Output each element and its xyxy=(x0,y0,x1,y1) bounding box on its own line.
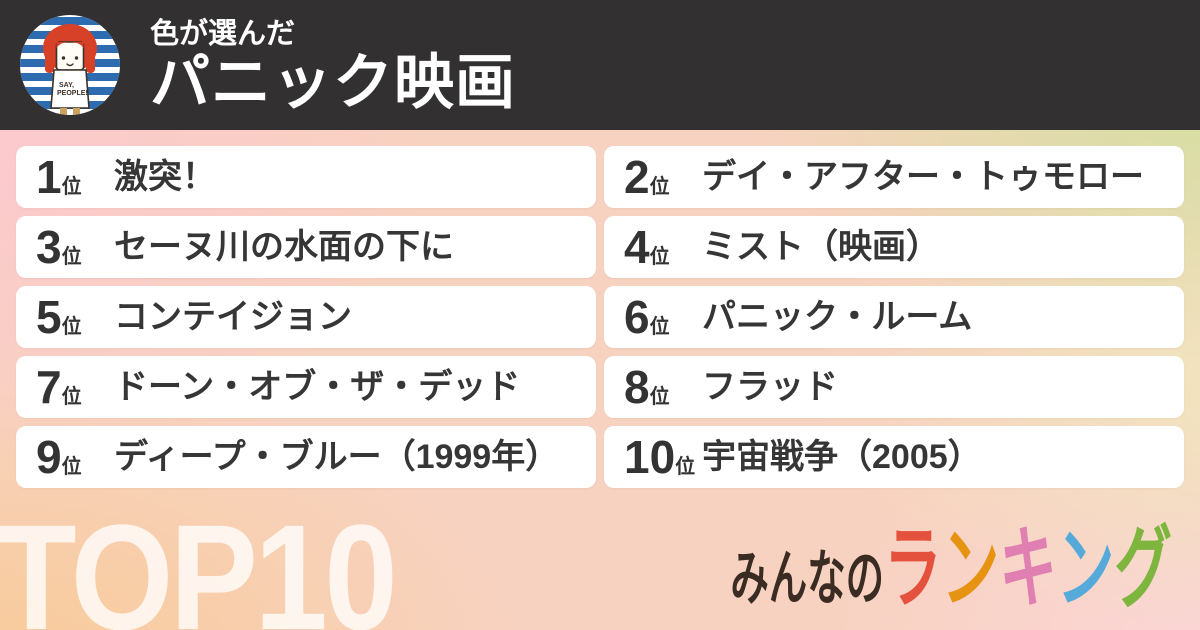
site-logo: みんなの ランキング xyxy=(730,524,1172,614)
header-bar: SAY, PEOPLE! 色が選んだ パニック映画 xyxy=(0,0,1200,130)
rank-number: 7位 xyxy=(36,361,82,413)
rank-suffix: 位 xyxy=(61,456,82,478)
ranking-item: 4位 ミスト（映画） xyxy=(604,216,1184,278)
ranking-theme-title: パニック映画 xyxy=(150,49,516,117)
movie-title: ディープ・ブルー（1999年） xyxy=(114,438,560,476)
ranking-item: 5位 コンテイジョン xyxy=(16,286,596,348)
rank-suffix: 位 xyxy=(649,176,670,198)
cartoon-character: SAY, PEOPLE! xyxy=(43,24,97,115)
logo-char: ラ xyxy=(884,519,942,619)
rank-number: 8位 xyxy=(624,361,670,413)
top10-watermark: TOP10 xyxy=(0,493,398,630)
avatar-shirt-text-line2: PEOPLE! xyxy=(57,90,88,97)
rank-suffix: 位 xyxy=(675,456,696,478)
ranking-item: 8位 フラッド xyxy=(604,356,1184,418)
movie-title: フラッド xyxy=(702,368,838,406)
logo-char: ン xyxy=(941,519,1000,619)
ranking-item: 7位 ドーン・オブ・ザ・デッド xyxy=(16,356,596,418)
rank-suffix: 位 xyxy=(61,176,82,198)
rank-suffix: 位 xyxy=(61,316,82,338)
rank-suffix: 位 xyxy=(649,246,670,268)
user-avatar: SAY, PEOPLE! xyxy=(20,15,120,115)
rank-number: 9位 xyxy=(36,431,82,483)
movie-title: 激突！ xyxy=(114,158,216,196)
ranking-item: 1位 激突！ xyxy=(16,146,596,208)
logo-char: ン xyxy=(1056,519,1115,619)
ranking-grid: 1位 激突！ 2位 デイ・アフター・トゥモロー 3位 セーヌ川の水面の下に 4位 ミスト（映画… xyxy=(16,146,1184,488)
movie-title: パニック・ルーム xyxy=(702,298,973,336)
header-text-block: 色が選んだ パニック映画 xyxy=(150,14,516,116)
ranking-item: 6位 パニック・ルーム xyxy=(604,286,1184,348)
rank-suffix: 位 xyxy=(649,316,670,338)
movie-title: セーヌ川の水面の下に xyxy=(114,228,454,266)
ranking-item: 2位 デイ・アフター・トゥモロー xyxy=(604,146,1184,208)
movie-title: デイ・アフター・トゥモロー xyxy=(702,158,1144,196)
rank-suffix: 位 xyxy=(61,246,82,268)
rank-suffix: 位 xyxy=(61,386,82,408)
movie-title: コンテイジョン xyxy=(114,298,352,336)
rank-number: 5位 xyxy=(36,291,82,343)
rank-number: 6位 xyxy=(624,291,670,343)
rank-number: 1位 xyxy=(36,151,82,203)
ranking-item: 10位 宇宙戦争（2005） xyxy=(604,426,1184,488)
logo-prefix-text: みんなの xyxy=(730,545,884,612)
rank-number: 4位 xyxy=(624,221,670,273)
movie-title: ドーン・オブ・ザ・デッド xyxy=(114,368,521,406)
movie-title: 宇宙戦争（2005） xyxy=(702,438,982,476)
avatar-shirt-text-line1: SAY, xyxy=(59,82,74,89)
movie-title: ミスト（映画） xyxy=(702,228,940,266)
logo-char: キ xyxy=(999,519,1057,619)
rank-number: 10位 xyxy=(624,431,696,483)
ranking-item: 3位 セーヌ川の水面の下に xyxy=(16,216,596,278)
chooser-subtitle: 色が選んだ xyxy=(150,17,296,50)
rank-number: 3位 xyxy=(36,221,82,273)
rank-number: 2位 xyxy=(624,151,670,203)
logo-char: グ xyxy=(1114,519,1172,619)
rank-suffix: 位 xyxy=(649,386,670,408)
logo-colored-text: ランキング xyxy=(884,524,1172,614)
ranking-item: 9位 ディープ・ブルー（1999年） xyxy=(16,426,596,488)
